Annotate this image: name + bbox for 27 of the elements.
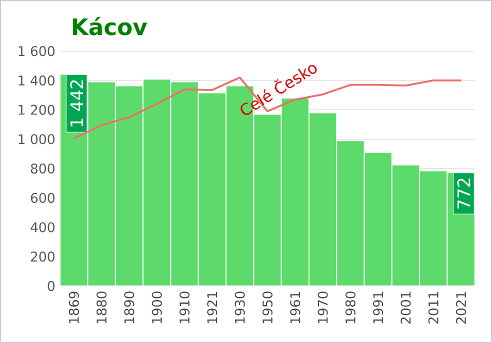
y-tick-label: 1 200 <box>18 104 55 115</box>
x-tick-label: 1980 <box>345 292 356 324</box>
x-tick-label: 2001 <box>400 292 411 324</box>
x-tick-label: 1950 <box>262 292 273 324</box>
data-label: 1 442 <box>70 80 84 126</box>
x-tick-label: 1869 <box>68 292 79 324</box>
x-tick-label: 1961 <box>290 292 300 324</box>
x-tick-label: 2021 <box>456 292 466 324</box>
x-tick-label: 1900 <box>152 292 162 324</box>
x-tick-label: 1921 <box>207 292 218 324</box>
y-tick-label: 1 000 <box>18 134 55 144</box>
x-tick-label: 1880 <box>96 292 107 324</box>
x-tick-label: 1991 <box>373 292 384 324</box>
y-tick-label: 1 600 <box>18 46 55 56</box>
y-tick-label: 800 <box>30 163 55 174</box>
y-tick-label: 0 <box>48 280 55 291</box>
x-tick-label: 1890 <box>124 292 134 324</box>
y-tick-label: 200 <box>30 252 55 262</box>
x-tick-label: 2011 <box>428 292 438 324</box>
y-tick-label: 400 <box>30 222 55 232</box>
data-label: 772 <box>457 178 470 209</box>
y-tick-label: 1 400 <box>18 75 55 86</box>
chart-title: Kácov <box>72 16 148 36</box>
x-tick-label: 1970 <box>318 292 328 324</box>
x-tick-label: 1910 <box>179 292 190 324</box>
y-tick-label: 600 <box>30 192 55 203</box>
x-tick-label: 1930 <box>234 292 245 324</box>
